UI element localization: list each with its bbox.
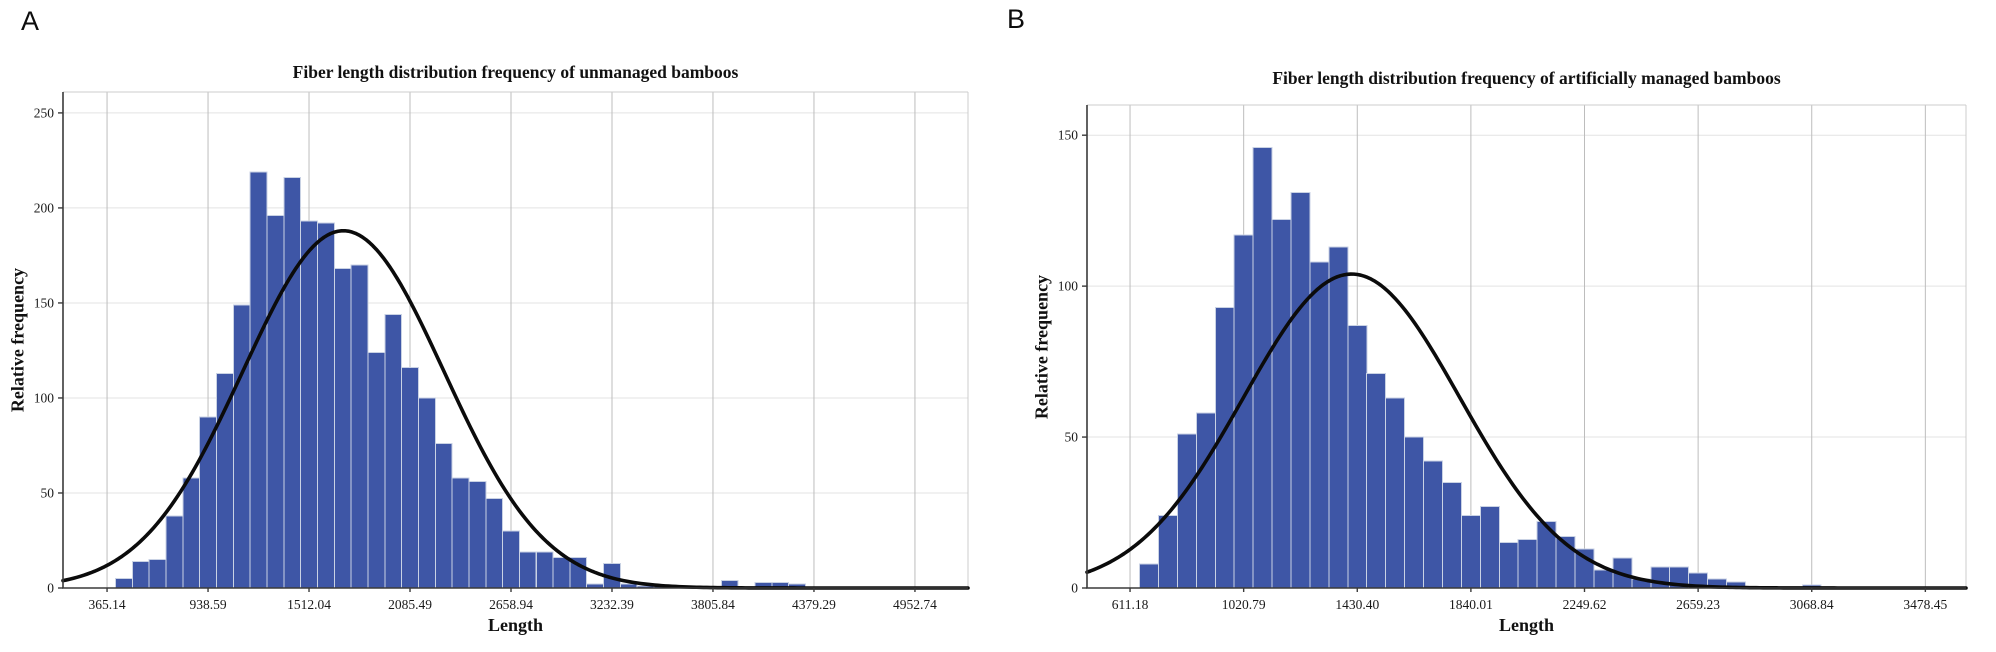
histogram-bar xyxy=(1157,515,1178,589)
histogram-bar xyxy=(434,443,453,589)
histogram-bar xyxy=(1517,539,1538,589)
histogram-bar xyxy=(182,477,201,589)
y-tick-label: 100 xyxy=(1058,279,1079,294)
histogram-bar xyxy=(1271,219,1292,589)
histogram-bar xyxy=(1441,481,1462,589)
panel-a-histogram-chart: 0 50 100 150 200 250 365.14 938.59 1512.04 2085.4… xyxy=(34,91,970,612)
histogram-bar xyxy=(131,560,150,589)
x-tick-label: 1020.79 xyxy=(1222,597,1266,612)
histogram-bar xyxy=(316,222,335,589)
x-tick-label: 1512.04 xyxy=(287,597,331,612)
histogram-bar xyxy=(350,264,369,589)
histogram-bar xyxy=(1366,373,1387,589)
x-tick-label: 938.59 xyxy=(189,597,226,612)
histogram-bar xyxy=(333,268,352,589)
x-tick-label: 365.14 xyxy=(88,597,125,612)
y-tick-label: 150 xyxy=(34,295,55,310)
histogram-bar xyxy=(451,477,470,589)
histogram-bar xyxy=(1290,192,1311,589)
histogram-bar xyxy=(300,220,318,589)
histogram-bar xyxy=(1139,563,1159,589)
panel-b-x-axis-title: Length xyxy=(1498,615,1554,635)
histogram-bar xyxy=(249,171,268,589)
y-tick-label: 250 xyxy=(34,105,55,120)
histogram-bar xyxy=(1460,515,1481,589)
x-tick-label: 2085.49 xyxy=(388,597,432,612)
panel-a-title: Fiber length distribution frequency of u… xyxy=(292,62,739,82)
y-tick-label: 0 xyxy=(47,581,54,596)
y-tick-label: 100 xyxy=(34,390,55,405)
histogram-bar xyxy=(165,515,184,589)
panel-a: A Fiber length distribution frequency of… xyxy=(8,6,970,635)
x-tick-label: 2658.94 xyxy=(489,597,533,612)
histogram-bar xyxy=(502,530,520,589)
x-tick-label: 4952.74 xyxy=(893,597,937,612)
panel-b: B Fiber length distribution frequency of… xyxy=(998,0,1996,652)
x-tick-label: 2659.23 xyxy=(1676,597,1720,612)
x-tick-label: 3478.45 xyxy=(1903,597,1947,612)
histogram-bar xyxy=(232,304,251,589)
panel-b-histogram-chart: 0 50 100 150 611.18 1020.79 1430.40 1840.01 2249… xyxy=(1058,104,1968,612)
x-tick-label: 3232.39 xyxy=(590,597,634,612)
histogram-bar xyxy=(1176,433,1197,589)
histogram-bar xyxy=(1214,306,1235,589)
x-tick-label: 2249.62 xyxy=(1563,597,1607,612)
y-tick-label: 50 xyxy=(1065,430,1079,445)
x-tick-label: 1840.01 xyxy=(1449,597,1493,612)
x-tick-label: 3805.84 xyxy=(691,597,735,612)
histogram-bar xyxy=(1385,397,1406,589)
histogram-bar xyxy=(1347,324,1368,589)
panel-b-letter: B xyxy=(1007,4,1026,34)
histogram-bar xyxy=(114,578,133,589)
y-tick-label: 0 xyxy=(1071,581,1078,596)
panel-a-x-axis-title: Length xyxy=(487,615,543,635)
panel-a-letter: A xyxy=(21,6,40,36)
x-tick-label: 4379.29 xyxy=(792,597,836,612)
histogram-bar xyxy=(552,557,571,589)
y-tick-label: 150 xyxy=(1058,128,1079,143)
histogram-bar xyxy=(1309,261,1330,589)
histogram-bar xyxy=(485,498,504,589)
histogram-bar xyxy=(1423,460,1443,589)
histogram-bar xyxy=(417,397,436,589)
histogram-bar xyxy=(468,481,487,589)
histogram-bar xyxy=(518,551,537,589)
panel-b-title: Fiber length distribution frequency of a… xyxy=(1272,68,1781,88)
histogram-bar xyxy=(384,313,403,589)
histogram-bar xyxy=(148,558,167,589)
histogram-bar xyxy=(1328,246,1349,589)
histogram-bar xyxy=(401,367,419,589)
histogram-bar xyxy=(1479,505,1500,589)
histogram-bar xyxy=(266,215,285,589)
histogram-bar xyxy=(1195,412,1216,589)
histogram-bar xyxy=(367,351,386,589)
histogram-bar xyxy=(283,177,302,589)
histogram-bar xyxy=(535,551,554,589)
x-tick-label: 3068.84 xyxy=(1790,597,1834,612)
histogram-bar xyxy=(1593,569,1614,589)
x-tick-label: 1430.40 xyxy=(1335,597,1379,612)
histogram-bar xyxy=(1404,436,1425,589)
y-tick-label: 200 xyxy=(34,200,55,215)
y-tick-label: 50 xyxy=(41,485,55,500)
x-tick-label: 611.18 xyxy=(1112,597,1149,612)
histogram-bar xyxy=(1498,542,1519,589)
